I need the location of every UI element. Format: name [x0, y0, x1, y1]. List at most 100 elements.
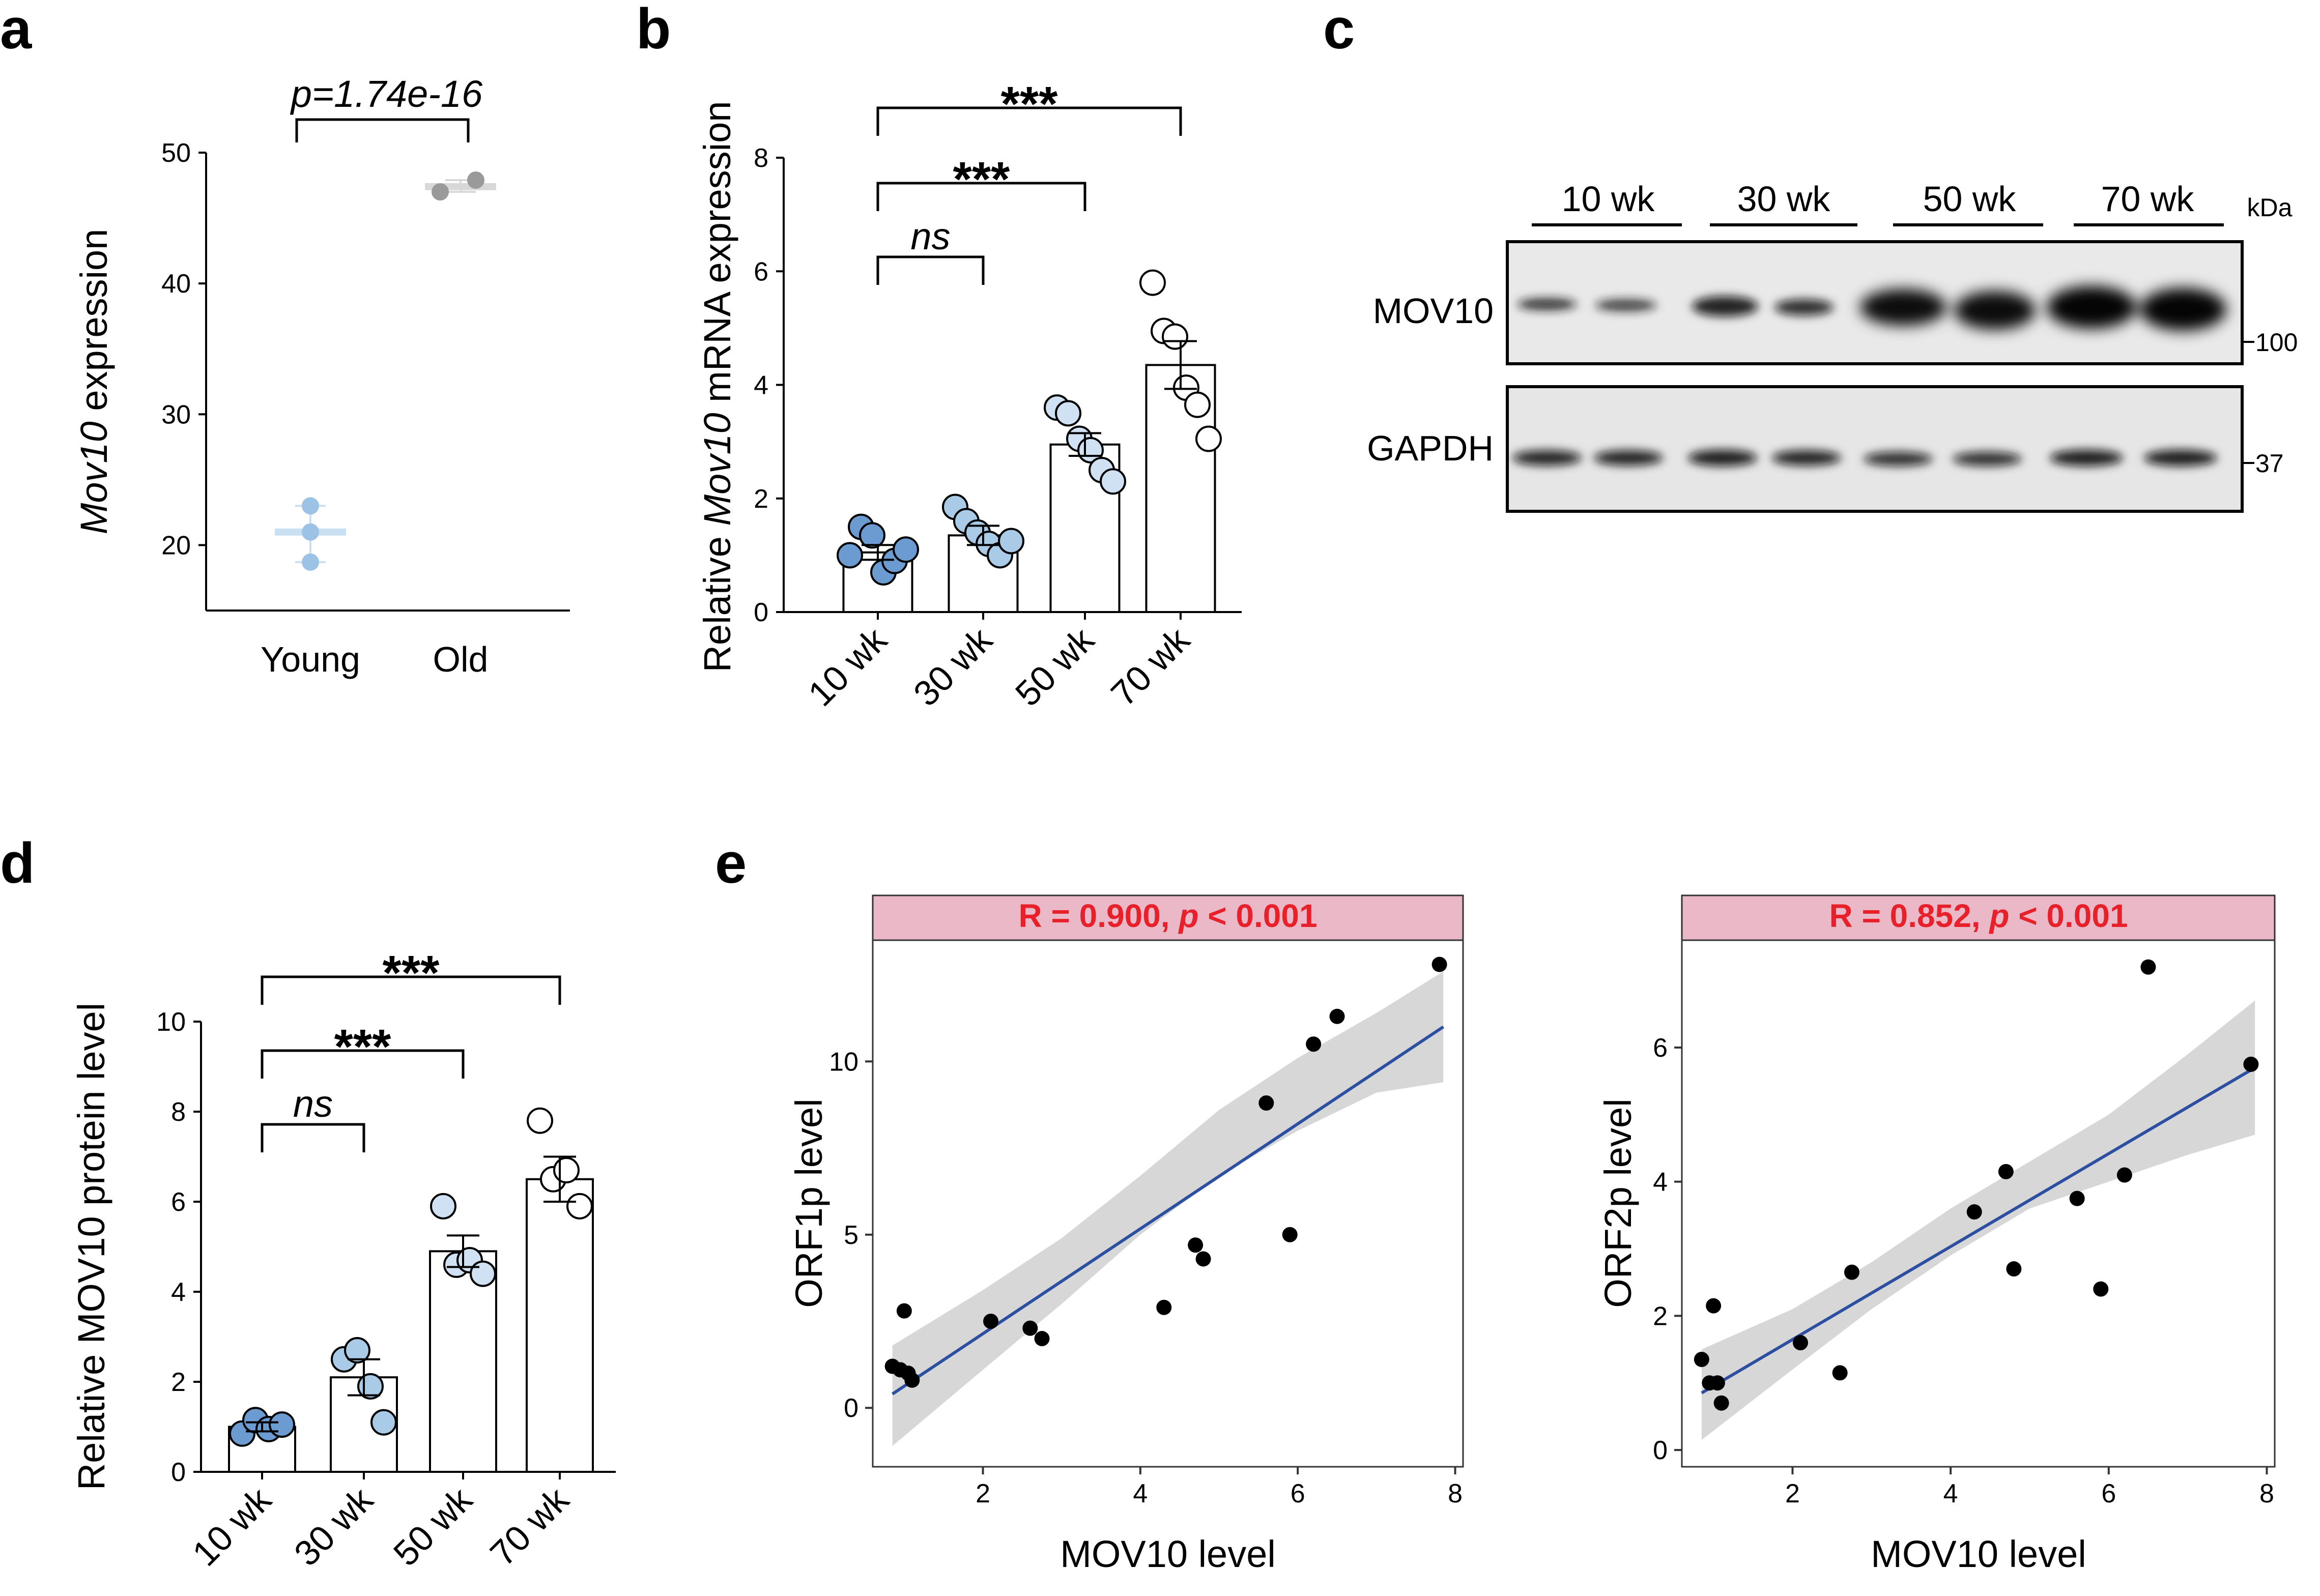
e-right-xtick-label: 8 — [2259, 1479, 2274, 1508]
e-left-xtick-label: 4 — [1133, 1479, 1148, 1508]
a-xtick-young: Young — [261, 640, 360, 679]
d-ytick-label: 8 — [171, 1097, 186, 1127]
b-data-point — [1184, 391, 1211, 418]
b-xtick-label: 10 wk — [800, 620, 895, 714]
c-mov10-band-8 — [2140, 288, 2226, 331]
e-right-strip-text: R = 0.852, p < 0.001 — [1829, 897, 2128, 934]
e-left-data-point — [1282, 1227, 1298, 1242]
c-mov10-band-7 — [2047, 286, 2136, 329]
e-left-data-point — [1156, 1299, 1172, 1315]
a-xtick-old: Old — [433, 640, 489, 679]
c-gapdh-membrane — [1506, 385, 2244, 513]
e-left-ytick-label: 10 — [829, 1047, 858, 1077]
b-ylabel-gene: Mov10 — [696, 413, 738, 526]
e-right-x-axis-label: MOV10 level — [1871, 1533, 2086, 1575]
a-data-point — [302, 497, 319, 515]
d-data-point — [553, 1157, 580, 1184]
e-right-data-point — [1709, 1375, 1725, 1391]
d-ytick-label: 2 — [171, 1368, 186, 1397]
c-gapdh-band-3 — [1688, 450, 1757, 466]
e-left-strip — [872, 894, 1464, 941]
d-data-point — [470, 1260, 496, 1287]
b-ytick-label: 0 — [754, 598, 768, 627]
d-xtick-label: 70 wk — [482, 1479, 577, 1574]
e-right-data-point — [2069, 1191, 2085, 1206]
d-sig-label: ns — [293, 1083, 333, 1125]
e-right-strip-suffix: < 0.001 — [2009, 897, 2128, 934]
c-mov10-band-4 — [1774, 299, 1834, 315]
b-data-point — [859, 522, 885, 549]
panel-a-plot: 20 30 40 50 p=1.74e-16 Young Old Mov10 expr… — [73, 73, 570, 679]
c-gapdh-band-6 — [1953, 452, 2022, 466]
c-gapdh-band-5 — [1864, 452, 1933, 466]
b-ytick-label: 6 — [754, 257, 768, 286]
a-data-point — [467, 171, 484, 189]
e-left-strip-text: R = 0.900, p < 0.001 — [1018, 897, 1317, 934]
e-right-ytick-label: 2 — [1653, 1301, 1668, 1331]
b-ytick-label: 8 — [754, 143, 768, 173]
e-right-data-point — [2243, 1056, 2259, 1072]
a-ytick-label: 20 — [161, 531, 191, 560]
a-ytick-label: 30 — [161, 400, 191, 429]
e-right-data-point — [2093, 1281, 2109, 1297]
d-bracket — [261, 975, 561, 1005]
e-left-data-point — [1306, 1036, 1322, 1052]
b-sig-label: ns — [910, 215, 950, 257]
b-bracket — [876, 255, 985, 285]
panel-label-a: a — [0, 0, 32, 61]
e-right-xtick-label: 6 — [2101, 1479, 2116, 1508]
c-mov10-band-1 — [1517, 298, 1577, 310]
b-data-point — [998, 528, 1024, 555]
a-ylabel-gene: Mov10 — [73, 421, 115, 534]
c-mov10-band-3 — [1692, 296, 1758, 316]
b-data-point — [1162, 323, 1188, 350]
panel-label-e: e — [715, 831, 747, 895]
d-data-point — [344, 1337, 370, 1364]
e-right-data-point — [1793, 1335, 1808, 1351]
b-xtick-label: 70 wk — [1103, 620, 1197, 714]
a-ylabel-rest: expression — [73, 229, 115, 421]
e-right-strip-prefix: R = 0.852, — [1829, 897, 1989, 934]
e-left-ytick-label: 0 — [844, 1394, 858, 1423]
b-sig-label: *** — [1000, 77, 1058, 131]
e-right-data-point — [1706, 1298, 1722, 1314]
b-ytick-label: 4 — [754, 371, 768, 400]
a-data-point — [432, 183, 449, 201]
b-bracket — [876, 182, 1086, 211]
d-xtick-label: 30 wk — [287, 1479, 381, 1574]
e-right-data-point — [2116, 1167, 2132, 1183]
d-sig-label: *** — [382, 946, 440, 1000]
e-right-strip-p: p — [1988, 897, 2009, 934]
d-data-point — [430, 1193, 456, 1220]
b-data-point — [1139, 269, 1166, 296]
e-right-strip — [1681, 894, 2276, 941]
a-data-point — [302, 553, 319, 571]
c-gapdh-band-4 — [1772, 450, 1841, 466]
b-xtick-label: 30 wk — [906, 620, 1000, 714]
e-left-ytick-label: 5 — [844, 1221, 858, 1250]
d-data-point — [269, 1411, 295, 1438]
e-left-data-point — [904, 1372, 920, 1388]
b-data-point — [837, 542, 863, 569]
c-gapdh-band-1 — [1512, 450, 1582, 466]
a-data-point — [302, 523, 319, 541]
e-left-xtick-label: 6 — [1291, 1479, 1305, 1508]
e-right-xtick-label: 2 — [1785, 1479, 1800, 1508]
d-ytick-label: 4 — [171, 1278, 186, 1307]
e-right-ytick-label: 6 — [1653, 1033, 1668, 1063]
e-right-data-point — [1966, 1204, 1982, 1220]
d-ytick-label: 10 — [156, 1007, 186, 1037]
c-marker-37: 37 — [2255, 449, 2284, 478]
d-xtick-label: 50 wk — [386, 1479, 480, 1574]
e-left-data-point — [1329, 1008, 1345, 1024]
e-right-data-point — [2140, 959, 2156, 975]
d-bar — [526, 1178, 594, 1473]
e-left-y-axis-label: ORF1p level — [788, 1098, 830, 1308]
c-gapdh-band-8 — [2144, 450, 2217, 466]
c-marker-100: 100 — [2255, 328, 2298, 357]
panel-label-d: d — [0, 831, 35, 895]
e-left-data-point — [1258, 1095, 1274, 1111]
b-ylabel-post: mRNA expression — [696, 101, 738, 413]
